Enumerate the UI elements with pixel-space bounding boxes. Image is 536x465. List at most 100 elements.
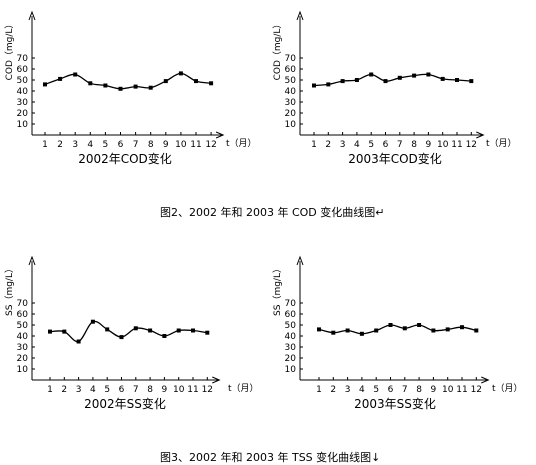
x-tick-label: 7 xyxy=(133,140,139,150)
x-tick-label: 6 xyxy=(383,140,389,150)
x-tick-label: 2 xyxy=(57,140,63,150)
y-tick-label: 10 xyxy=(285,365,297,375)
data-point xyxy=(62,329,67,334)
x-tick-label: 10 xyxy=(175,140,187,150)
y-tick-label: 10 xyxy=(17,365,29,375)
data-point xyxy=(176,328,181,333)
data-point xyxy=(119,335,124,340)
x-tick-label: 9 xyxy=(163,140,169,150)
data-point xyxy=(133,84,138,89)
x-axis-arrow xyxy=(476,131,485,139)
y-tick-label: 50 xyxy=(285,76,297,86)
y-tick-label: 60 xyxy=(17,65,29,75)
x-tick-label: 4 xyxy=(90,385,96,395)
data-point xyxy=(148,85,153,90)
y-axis-arrow xyxy=(296,10,304,21)
data-point xyxy=(331,330,336,335)
x-tick-label: 9 xyxy=(426,140,432,150)
y-axis-arrow xyxy=(28,255,36,266)
data-point xyxy=(209,81,214,86)
data-point xyxy=(312,83,316,88)
x-tick-label: 8 xyxy=(147,385,153,395)
chart-title: 2002年SS变化 xyxy=(84,396,166,411)
data-point xyxy=(90,319,95,324)
x-tick-label: 4 xyxy=(359,385,365,395)
x-tick-label: 5 xyxy=(368,140,374,150)
chart-title: 2002年COD变化 xyxy=(78,151,172,166)
x-tick-label: 10 xyxy=(173,385,185,395)
y-tick-label: 10 xyxy=(285,120,297,130)
x-tick-label: 5 xyxy=(103,140,109,150)
y-axis-label: COD（mg/L） xyxy=(272,20,283,81)
data-point xyxy=(359,331,364,336)
x-tick-label: 3 xyxy=(76,385,82,395)
y-tick-label: 70 xyxy=(285,54,297,64)
x-axis-label: t（月） xyxy=(492,383,523,394)
y-tick-label: 70 xyxy=(17,54,29,64)
data-point xyxy=(460,325,464,330)
x-axis-arrow xyxy=(212,376,221,384)
data-point xyxy=(397,75,402,80)
data-point xyxy=(76,339,81,344)
data-point xyxy=(354,78,359,82)
data-point xyxy=(103,83,108,88)
y-tick-label: 20 xyxy=(17,109,29,119)
data-point xyxy=(412,73,417,78)
x-tick-label: 10 xyxy=(442,385,454,395)
data-point xyxy=(445,327,450,332)
data-point xyxy=(426,72,431,77)
x-axis-label: t（月） xyxy=(486,138,517,149)
data-point xyxy=(133,326,138,331)
x-tick-label: 9 xyxy=(431,385,437,395)
x-tick-label: 6 xyxy=(119,385,125,395)
x-tick-label: 1 xyxy=(316,385,322,395)
y-tick-label: 30 xyxy=(285,98,297,108)
data-point xyxy=(58,76,63,81)
data-point xyxy=(43,82,47,87)
y-axis-arrow xyxy=(28,10,36,21)
y-tick-label: 40 xyxy=(17,332,29,342)
x-tick-label: 5 xyxy=(373,385,379,395)
data-point xyxy=(455,78,459,82)
x-tick-label: 8 xyxy=(148,140,154,150)
series-line xyxy=(318,324,477,335)
data-point xyxy=(88,81,93,86)
x-tick-label: 11 xyxy=(451,140,462,150)
data-point xyxy=(48,329,52,334)
x-tick-label: 2 xyxy=(325,140,331,150)
y-axis-label: SS（mg/L） xyxy=(4,264,15,316)
data-point xyxy=(191,328,195,333)
data-point xyxy=(431,328,436,333)
y-tick-label: 30 xyxy=(17,98,29,108)
x-tick-label: 2 xyxy=(330,385,336,395)
x-tick-label: 3 xyxy=(72,140,78,150)
y-tick-label: 40 xyxy=(285,87,297,97)
data-point xyxy=(340,79,345,84)
x-tick-label: 3 xyxy=(345,385,351,395)
y-tick-label: 30 xyxy=(17,343,29,353)
x-tick-label: 6 xyxy=(118,140,124,150)
data-point xyxy=(194,79,198,84)
x-tick-label: 5 xyxy=(104,385,110,395)
y-tick-label: 20 xyxy=(285,109,297,119)
series-line xyxy=(49,320,208,343)
x-tick-label: 2 xyxy=(61,385,67,395)
figure-3-caption: 图3、2002 年和 2003 年 TSS 变化曲线图↓ xyxy=(160,451,381,464)
y-tick-label: 20 xyxy=(285,354,297,364)
x-tick-label: 12 xyxy=(471,385,482,395)
data-point xyxy=(383,79,388,84)
x-tick-label: 10 xyxy=(437,140,449,150)
x-axis-arrow xyxy=(215,131,225,139)
y-tick-label: 60 xyxy=(285,310,297,320)
data-point xyxy=(345,328,350,333)
data-point xyxy=(118,86,123,91)
data-point xyxy=(474,328,479,333)
data-point xyxy=(469,79,474,84)
x-axis-label: t（月） xyxy=(226,138,257,149)
x-tick-label: 1 xyxy=(42,140,48,150)
y-tick-label: 60 xyxy=(285,65,297,75)
x-tick-label: 7 xyxy=(133,385,139,395)
